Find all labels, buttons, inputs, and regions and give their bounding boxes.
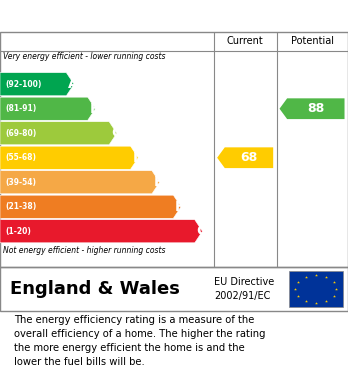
FancyBboxPatch shape — [289, 271, 343, 307]
Polygon shape — [0, 171, 160, 194]
Text: E: E — [154, 175, 163, 189]
Text: G: G — [197, 224, 208, 238]
Text: Energy Efficiency Rating: Energy Efficiency Rating — [59, 7, 289, 25]
Text: Very energy efficient - lower running costs: Very energy efficient - lower running co… — [3, 52, 166, 61]
Text: 88: 88 — [307, 102, 324, 115]
Polygon shape — [279, 99, 345, 119]
Text: Not energy efficient - higher running costs: Not energy efficient - higher running co… — [3, 246, 166, 255]
Polygon shape — [0, 220, 203, 243]
Text: (21-38): (21-38) — [5, 202, 37, 211]
Text: (69-80): (69-80) — [5, 129, 37, 138]
Text: England & Wales: England & Wales — [10, 280, 180, 298]
Text: EU Directive
2002/91/EC: EU Directive 2002/91/EC — [214, 277, 274, 301]
Text: D: D — [132, 151, 144, 165]
Polygon shape — [0, 73, 74, 96]
Polygon shape — [0, 97, 95, 120]
Text: C: C — [111, 126, 121, 140]
Polygon shape — [217, 147, 273, 168]
Text: The energy efficiency rating is a measure of the
overall efficiency of a home. T: The energy efficiency rating is a measur… — [14, 315, 266, 367]
Text: (1-20): (1-20) — [5, 227, 31, 236]
Text: A: A — [68, 77, 79, 91]
Polygon shape — [0, 122, 117, 145]
Polygon shape — [0, 195, 181, 218]
Polygon shape — [0, 146, 138, 169]
Text: (55-68): (55-68) — [5, 153, 36, 162]
Text: 68: 68 — [240, 151, 258, 164]
Text: B: B — [89, 102, 100, 116]
Text: Potential: Potential — [291, 36, 334, 47]
Text: Current: Current — [227, 36, 264, 47]
Text: (39-54): (39-54) — [5, 178, 36, 187]
Text: F: F — [175, 200, 184, 214]
Text: (92-100): (92-100) — [5, 80, 42, 89]
Text: (81-91): (81-91) — [5, 104, 37, 113]
